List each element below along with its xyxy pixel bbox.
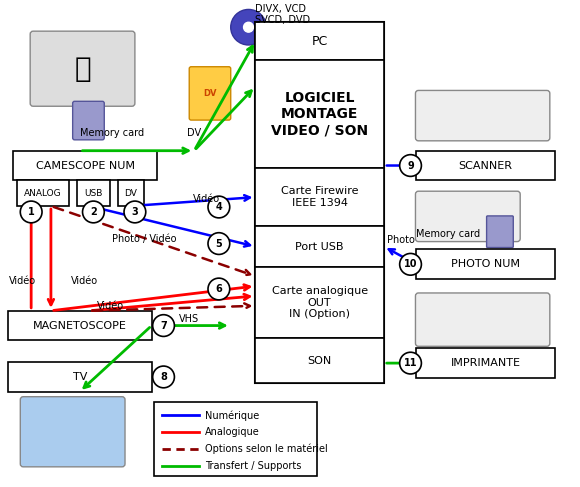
- FancyBboxPatch shape: [20, 397, 125, 467]
- Text: 10: 10: [404, 259, 417, 269]
- FancyBboxPatch shape: [72, 101, 104, 140]
- Text: Vidéo: Vidéo: [97, 301, 125, 311]
- Bar: [416, 150, 554, 180]
- Bar: [255, 267, 384, 338]
- Bar: [154, 402, 317, 476]
- FancyBboxPatch shape: [30, 31, 135, 106]
- Bar: [255, 226, 384, 267]
- Circle shape: [244, 22, 253, 32]
- Circle shape: [208, 233, 230, 254]
- Text: Memory card: Memory card: [416, 229, 481, 239]
- Bar: [255, 22, 384, 383]
- Text: VHS: VHS: [179, 314, 200, 324]
- Circle shape: [153, 366, 175, 388]
- Text: 🎥: 🎥: [74, 55, 91, 83]
- Text: IMPRIMANTE: IMPRIMANTE: [451, 358, 521, 368]
- Text: Port USB: Port USB: [295, 242, 344, 251]
- Text: 5: 5: [216, 239, 222, 248]
- Text: Numérique: Numérique: [205, 410, 259, 421]
- Text: CAMESCOPE NUM: CAMESCOPE NUM: [35, 161, 135, 170]
- Circle shape: [400, 155, 422, 176]
- Text: Carte Firewire
IEEE 1394: Carte Firewire IEEE 1394: [281, 187, 358, 208]
- Text: 11: 11: [404, 358, 417, 368]
- Circle shape: [153, 315, 175, 337]
- FancyBboxPatch shape: [189, 67, 231, 120]
- Circle shape: [400, 352, 422, 374]
- Bar: [77, 180, 110, 206]
- Bar: [118, 180, 144, 206]
- Text: 6: 6: [216, 284, 222, 294]
- Bar: [9, 362, 152, 392]
- Text: TV: TV: [73, 372, 87, 382]
- Bar: [255, 60, 384, 169]
- Bar: [255, 22, 384, 60]
- Text: 1: 1: [28, 207, 35, 217]
- Text: Analogique: Analogique: [205, 427, 260, 437]
- Text: LOGICIEL
MONTAGE
VIDEO / SON: LOGICIEL MONTAGE VIDEO / SON: [271, 91, 368, 137]
- Bar: [255, 338, 384, 383]
- Text: 3: 3: [132, 207, 138, 217]
- Text: DIVX, VCD
SVCD, DVD: DIVX, VCD SVCD, DVD: [255, 3, 310, 25]
- FancyBboxPatch shape: [415, 191, 520, 242]
- Text: PHOTO NUM: PHOTO NUM: [451, 259, 520, 269]
- Text: Carte analogique
OUT
IN (Option): Carte analogique OUT IN (Option): [271, 286, 368, 319]
- Text: DV: DV: [125, 188, 137, 198]
- Text: Memory card: Memory card: [79, 128, 144, 138]
- Text: Vidéo: Vidéo: [193, 194, 220, 204]
- Text: SCANNER: SCANNER: [459, 161, 513, 170]
- Text: 2: 2: [90, 207, 97, 217]
- Text: ANALOG: ANALOG: [24, 188, 62, 198]
- Text: Vidéo: Vidéo: [71, 276, 98, 286]
- Circle shape: [82, 201, 104, 223]
- Text: Photo / Vidéo: Photo / Vidéo: [112, 234, 177, 244]
- Text: MAGNETOSCOPE: MAGNETOSCOPE: [33, 320, 127, 331]
- Text: 9: 9: [407, 161, 414, 170]
- FancyBboxPatch shape: [415, 293, 550, 346]
- Bar: [17, 180, 68, 206]
- Circle shape: [124, 201, 146, 223]
- Circle shape: [231, 9, 266, 45]
- Text: USB: USB: [84, 188, 103, 198]
- Text: 4: 4: [216, 202, 222, 212]
- Bar: [9, 311, 152, 340]
- Text: Photo: Photo: [387, 235, 415, 244]
- Circle shape: [400, 253, 422, 275]
- Text: SON: SON: [307, 356, 332, 366]
- Bar: [13, 150, 157, 180]
- Text: Transfert / Supports: Transfert / Supports: [205, 461, 302, 471]
- Circle shape: [208, 196, 230, 218]
- Bar: [416, 348, 554, 378]
- Text: PC: PC: [311, 35, 328, 48]
- Text: 7: 7: [160, 320, 167, 331]
- Text: Vidéo: Vidéo: [9, 276, 35, 286]
- Text: 8: 8: [160, 372, 167, 382]
- FancyBboxPatch shape: [487, 216, 513, 247]
- Bar: [255, 169, 384, 226]
- Text: Options selon le matériel: Options selon le matériel: [205, 444, 328, 454]
- Circle shape: [20, 201, 42, 223]
- Bar: [416, 249, 554, 279]
- Text: DV: DV: [187, 128, 201, 138]
- Text: DV: DV: [203, 89, 217, 98]
- FancyBboxPatch shape: [415, 91, 550, 141]
- Circle shape: [208, 278, 230, 300]
